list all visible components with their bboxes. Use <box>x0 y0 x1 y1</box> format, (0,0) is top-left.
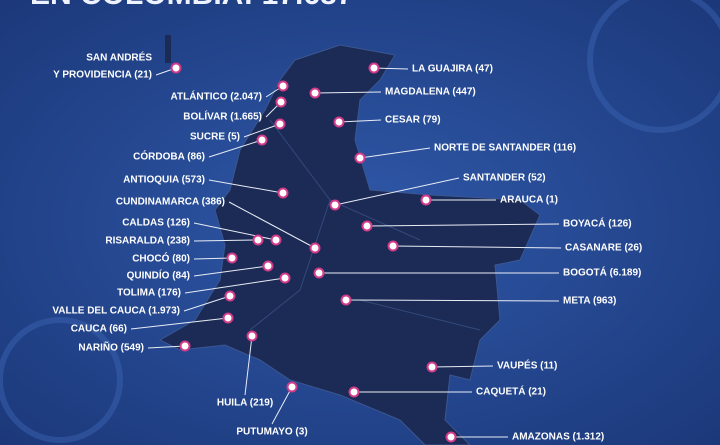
title: EN COLOMBIA: 17.687 <box>30 0 353 11</box>
department-label: ATLÁNTICO (2.047) <box>171 90 263 103</box>
department-label: AMAZONAS (1.312) <box>512 432 604 443</box>
labels: SAN ANDRÉS Y PROVIDENCIA (21) ATLÁNTICO (2… <box>52 51 642 443</box>
marker-dot <box>226 252 238 264</box>
department-label: MAGDALENA (447) <box>385 87 476 98</box>
department-label: CASANARE (26) <box>565 243 642 254</box>
department-label: CAQUETÁ (21) <box>476 385 546 398</box>
marker-dot <box>348 386 360 398</box>
virus-decoration <box>0 317 123 443</box>
leader-line <box>314 91 382 94</box>
department-label: ANTIOQUIA (573) <box>123 175 205 186</box>
department-label: CUNDINAMARCA (386) <box>116 197 225 208</box>
marker-dot <box>361 220 373 232</box>
department-label: CESAR (79) <box>385 115 441 126</box>
department-label: BOLÍVAR (1.665) <box>183 110 262 123</box>
department-label: TOLIMA (176) <box>117 288 181 299</box>
leader-line <box>345 299 560 302</box>
marker-dot <box>270 234 282 246</box>
leader-line <box>366 223 560 227</box>
island <box>165 35 171 63</box>
leader-line <box>228 201 316 249</box>
department-label: QUINDÍO (84) <box>127 269 190 282</box>
marker-dot <box>286 381 298 393</box>
marker-dot <box>426 361 438 373</box>
marker-dot <box>309 242 321 254</box>
department-label: BOGOTÁ (6.189) <box>563 266 641 279</box>
department-label: Y PROVIDENCIA (21) <box>53 70 152 81</box>
leader-line <box>130 317 229 330</box>
marker-dot <box>222 312 234 324</box>
department-label: SAN ANDRÉS <box>86 51 152 64</box>
department-label: SANTANDER (52) <box>463 173 546 184</box>
marker-dot <box>252 234 264 246</box>
leader-line <box>193 239 259 242</box>
marker-dot <box>340 294 352 306</box>
marker-dot <box>275 96 287 108</box>
leader-line <box>271 386 293 425</box>
department-label: CAUCA (66) <box>71 324 127 335</box>
department-label: LA GUAJIRA (47) <box>412 64 493 75</box>
department-label: RISARALDA (238) <box>105 236 190 247</box>
marker-dot <box>309 87 321 99</box>
department-label: CALDAS (126) <box>122 218 190 229</box>
marker-dot <box>277 80 289 92</box>
department-label: META (963) <box>563 296 616 307</box>
leader-line <box>338 119 382 123</box>
leader-line <box>184 277 286 294</box>
marker-dot <box>420 194 432 206</box>
department-label: NORTE DE SANTANDER (116) <box>434 143 576 154</box>
leader-line <box>334 177 460 206</box>
virus-decoration <box>587 0 720 133</box>
department-label: VAUPÉS (11) <box>497 359 557 372</box>
leader-line <box>208 139 263 158</box>
marker-dot <box>246 330 258 342</box>
leader-line <box>392 245 562 249</box>
leader-line <box>243 123 281 138</box>
department-label: CÓRDOBA (86) <box>133 150 205 163</box>
marker-dot <box>277 187 289 199</box>
department-label: VALLE DEL CAUCA (1.973) <box>52 306 180 317</box>
marker-dot <box>224 290 236 302</box>
marker-dot <box>333 116 345 128</box>
marker-dot <box>279 272 291 284</box>
marker-dot <box>329 199 341 211</box>
leader-line <box>147 345 186 349</box>
leader-line <box>193 257 233 260</box>
leader-line <box>431 365 494 368</box>
department-label: SUCRE (5) <box>190 132 240 143</box>
department-label: CHOCÓ (80) <box>132 252 190 265</box>
department-label: ARAUCA (1) <box>500 195 558 206</box>
leader-line <box>244 335 253 396</box>
marker-dot <box>368 62 380 74</box>
department-label: HUILA (219) <box>217 398 273 409</box>
marker-dot <box>274 118 286 130</box>
marker-dot <box>256 134 268 146</box>
leader-line <box>359 147 431 159</box>
leader-line <box>193 265 269 277</box>
department-label: PUTUMAYO (3) <box>236 427 307 438</box>
colombia-shape <box>158 44 541 445</box>
marker-dot <box>179 340 191 352</box>
leader-line <box>373 67 409 70</box>
marker-dot <box>313 267 325 279</box>
marker-dot <box>170 62 182 74</box>
leader-line <box>208 179 284 194</box>
marker-dot <box>262 260 274 272</box>
marker-dot <box>445 431 457 443</box>
department-label: BOYACÁ (126) <box>563 217 632 230</box>
leader-line <box>183 295 231 312</box>
marker-dot <box>387 240 399 252</box>
department-label: NARIÑO (549) <box>78 341 144 354</box>
marker-dot <box>354 152 366 164</box>
